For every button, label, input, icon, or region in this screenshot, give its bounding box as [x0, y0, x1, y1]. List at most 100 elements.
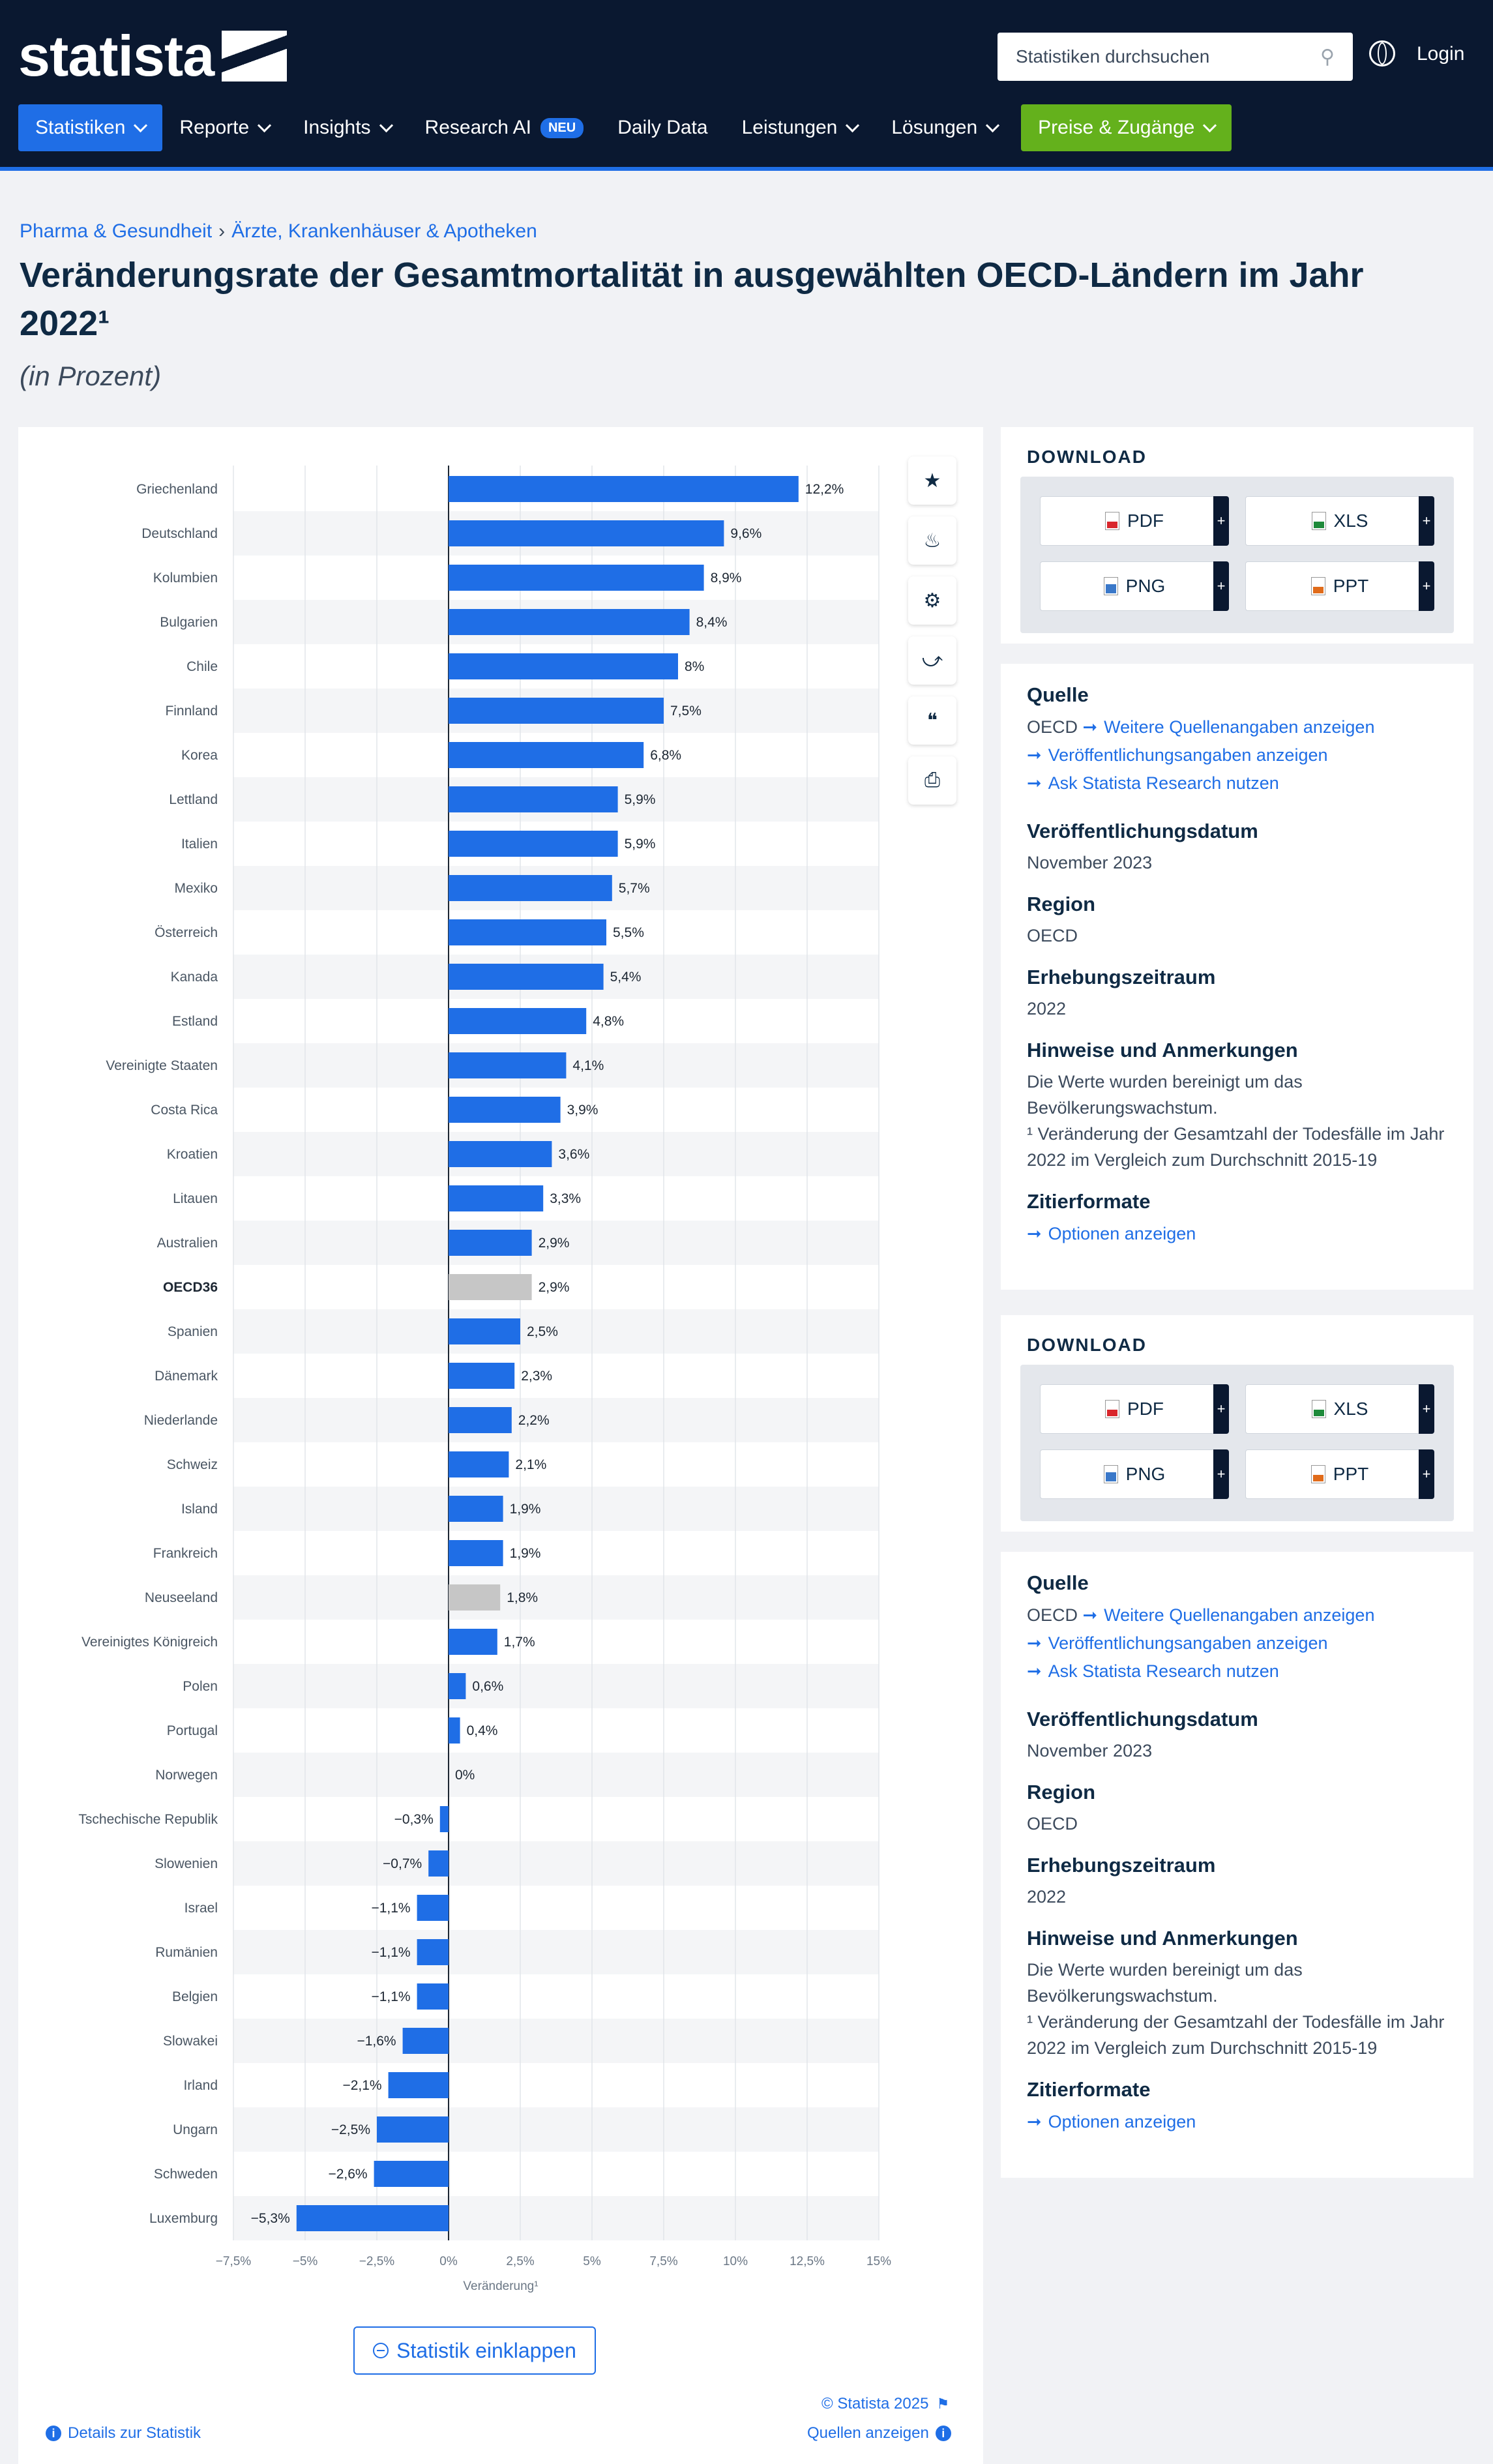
row-stripe [233, 1841, 879, 1886]
x-tick-label: 0% [439, 2255, 458, 2268]
ask-research-link[interactable]: ➞ Ask Statista Research nutzen [1027, 773, 1279, 793]
download-png-button[interactable]: PNG + [1040, 561, 1229, 611]
nav-preise-zugaenge[interactable]: Preise & Zugänge [1021, 104, 1232, 151]
nav-reporte[interactable]: Reporte [162, 104, 286, 151]
bar [449, 1363, 515, 1389]
category-label: Griechenland [136, 482, 218, 497]
bar [449, 919, 606, 945]
value-label: 3,3% [550, 1191, 581, 1206]
bar [417, 1983, 449, 2010]
nav-research-ai[interactable]: Research AI NEU [408, 104, 601, 151]
value-label: 8,4% [696, 615, 728, 630]
category-label: Österreich [155, 925, 218, 940]
category-label: Bulgarien [160, 615, 218, 630]
minus-circle-icon [373, 2343, 389, 2358]
chevron-down-icon [134, 118, 148, 132]
search-input[interactable]: Statistiken durchsuchen ⚲ [998, 33, 1353, 81]
source-label: Quelle [1027, 683, 1089, 706]
value-label: 12,2% [805, 482, 844, 497]
category-label: Norwegen [155, 1768, 218, 1783]
bar [374, 2161, 449, 2187]
chevron-down-icon [986, 118, 1000, 132]
publication-info-link[interactable]: ➞ Veröffentlichungsangaben anzeigen [1027, 1633, 1328, 1653]
page-title: Veränderungsrate der Gesamtmortalität in… [20, 256, 1364, 343]
x-axis-label: Veränderung¹ [463, 2279, 538, 2293]
category-label: Litauen [173, 1191, 218, 1206]
cite-label: Zitierformate [1027, 1190, 1151, 1213]
row-stripe [233, 1309, 879, 1354]
share-icon[interactable]: ⤻ [908, 636, 956, 685]
bar [377, 2116, 449, 2143]
category-label: Vereinigte Staaten [106, 1058, 218, 1073]
category-label: Finnland [165, 704, 218, 719]
chevron-down-icon [258, 118, 272, 132]
more-sources-link[interactable]: ➞ Weitere Quellenangaben anzeigen [1082, 1605, 1375, 1625]
region-value: OECD [1027, 1814, 1078, 1833]
show-sources-link[interactable]: Quellen anzeigen i [807, 2424, 958, 2442]
value-label: 2,9% [539, 1236, 570, 1251]
nav-loesungen[interactable]: Lösungen [874, 104, 1014, 151]
row-stripe [233, 1575, 879, 1620]
value-label: 5,7% [619, 881, 650, 896]
nav-leistungen[interactable]: Leistungen [725, 104, 875, 151]
print-icon[interactable]: ⎙ [908, 756, 956, 805]
category-label: Dänemark [155, 1369, 218, 1384]
notification-bell-icon[interactable]: ♨ [908, 516, 956, 565]
bar [388, 2072, 449, 2098]
value-label: 5,4% [610, 970, 642, 985]
download-ppt-button[interactable]: PPT + [1245, 1449, 1434, 1499]
top-navigation-bar: statista Statistiken durchsuchen ⚲ Login… [0, 0, 1493, 171]
row-stripe [233, 1398, 879, 1442]
category-label: Slowakei [163, 2034, 218, 2049]
settings-gear-icon[interactable]: ⚙ [908, 576, 956, 625]
pdf-file-icon [1105, 1400, 1119, 1418]
login-link[interactable]: Login [1417, 43, 1465, 65]
category-label: Neuseeland [145, 1590, 218, 1605]
globe-icon[interactable] [1369, 40, 1395, 67]
value-label: −2,6% [328, 2167, 367, 2182]
collapse-statistic-button[interactable]: Statistik einklappen [353, 2326, 596, 2375]
nav-insights[interactable]: Insights [286, 104, 407, 151]
nav-daily-data[interactable]: Daily Data [617, 117, 708, 138]
category-label: Schweiz [167, 1457, 218, 1472]
pubdate-label: Veröffentlichungsdatum [1027, 1708, 1258, 1730]
value-label: 2,2% [518, 1413, 550, 1428]
x-tick-label: 15% [866, 2255, 891, 2268]
details-link[interactable]: i Details zur Statistik [46, 2424, 201, 2442]
source-label: Quelle [1027, 1571, 1089, 1594]
x-tick-label: 7,5% [649, 2255, 677, 2268]
notes-line2: ¹ Veränderung der Gesamtzahl der Todesfä… [1027, 2012, 1445, 2058]
bar [417, 1895, 449, 1921]
value-label: 0,4% [467, 1723, 498, 1738]
chevron-down-icon [846, 118, 860, 132]
info-icon: i [935, 2426, 951, 2441]
search-icon[interactable]: ⚲ [1320, 46, 1335, 68]
favorite-star-icon[interactable]: ★ [908, 456, 956, 505]
copyright-link[interactable]: © Statista 2025 ⚑ [821, 2395, 950, 2412]
category-label: Kroatien [167, 1147, 218, 1162]
publication-info-link[interactable]: ➞ Veröffentlichungsangaben anzeigen [1027, 745, 1328, 765]
download-ppt-button[interactable]: PPT + [1245, 561, 1434, 611]
breadcrumb-level2[interactable]: Ärzte, Krankenhäuser & Apotheken [231, 220, 537, 242]
category-label: Portugal [167, 1723, 218, 1738]
bar [449, 1052, 567, 1078]
notes-line1: Die Werte wurden bereinigt um das Bevölk… [1027, 1072, 1303, 1118]
ask-research-link[interactable]: ➞ Ask Statista Research nutzen [1027, 1661, 1279, 1681]
category-label: Italien [181, 837, 218, 852]
category-label: Island [181, 1502, 218, 1517]
download-pdf-button[interactable]: PDF + [1040, 496, 1229, 546]
download-pdf-button[interactable]: PDF + [1040, 1384, 1229, 1434]
x-tick-label: 5% [583, 2255, 601, 2268]
download-xls-button[interactable]: XLS + [1245, 1384, 1434, 1434]
value-label: 2,1% [515, 1457, 546, 1472]
nav-statistiken[interactable]: Statistiken [18, 104, 163, 151]
quote-icon[interactable]: ❝ [908, 696, 956, 745]
cite-options-link[interactable]: ➞ Optionen anzeigen [1027, 2112, 1196, 2131]
more-sources-link[interactable]: ➞ Weitere Quellenangaben anzeigen [1082, 717, 1375, 737]
cite-options-link[interactable]: ➞ Optionen anzeigen [1027, 1224, 1196, 1243]
breadcrumb-level1[interactable]: Pharma & Gesundheit [20, 220, 213, 242]
statista-logo[interactable]: statista [18, 23, 288, 89]
download-xls-button[interactable]: XLS + [1245, 496, 1434, 546]
download-png-button[interactable]: PNG + [1040, 1449, 1229, 1499]
category-label: Costa Rica [151, 1103, 218, 1118]
